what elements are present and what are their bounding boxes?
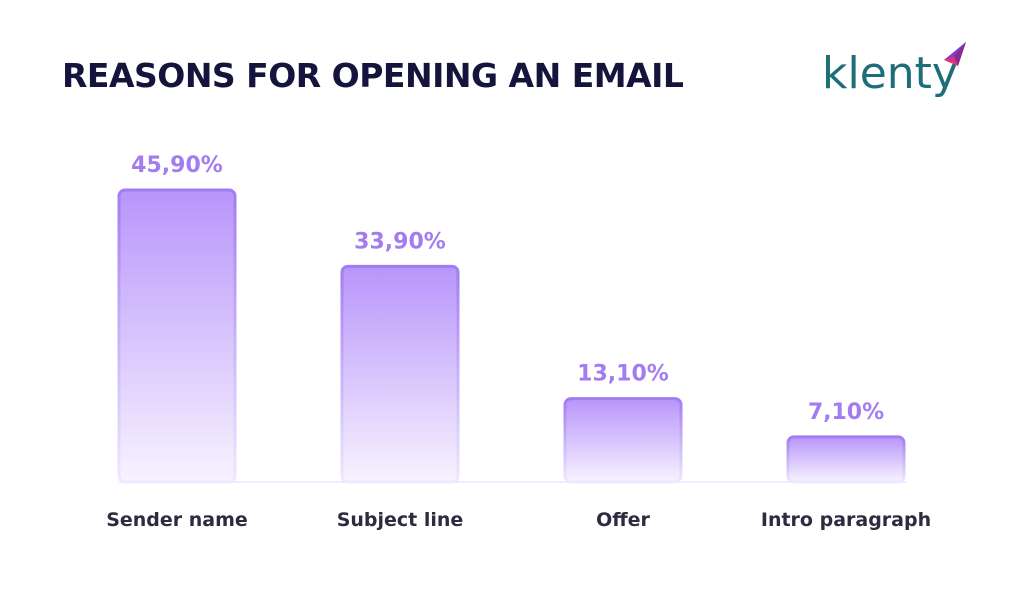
value-label-subject-line: 33,90% xyxy=(354,229,446,254)
value-label-intro-paragraph: 7,10% xyxy=(808,400,884,425)
bar-subject-line xyxy=(340,264,460,484)
category-label-sender-name: Sender name xyxy=(106,509,248,531)
bar-offer xyxy=(563,397,683,484)
bar-sender-name xyxy=(117,188,237,484)
bars-group: 45,90% Sender name 33,90% Subject line 13,10… xyxy=(106,153,931,531)
category-label-subject-line: Subject line xyxy=(337,509,464,531)
value-label-sender-name: 45,90% xyxy=(131,153,223,178)
chart-title: REASONS FOR OPENING AN EMAIL xyxy=(62,56,684,95)
klenty-logo: klenty xyxy=(822,40,972,110)
value-label-offer: 13,10% xyxy=(577,362,669,387)
category-label-offer: Offer xyxy=(596,509,650,531)
category-label-intro-paragraph: Intro paragraph xyxy=(761,509,931,531)
bar-intro-paragraph xyxy=(786,435,906,484)
paper-plane-icon xyxy=(944,42,966,66)
logo-wordmark: klenty xyxy=(822,48,958,99)
